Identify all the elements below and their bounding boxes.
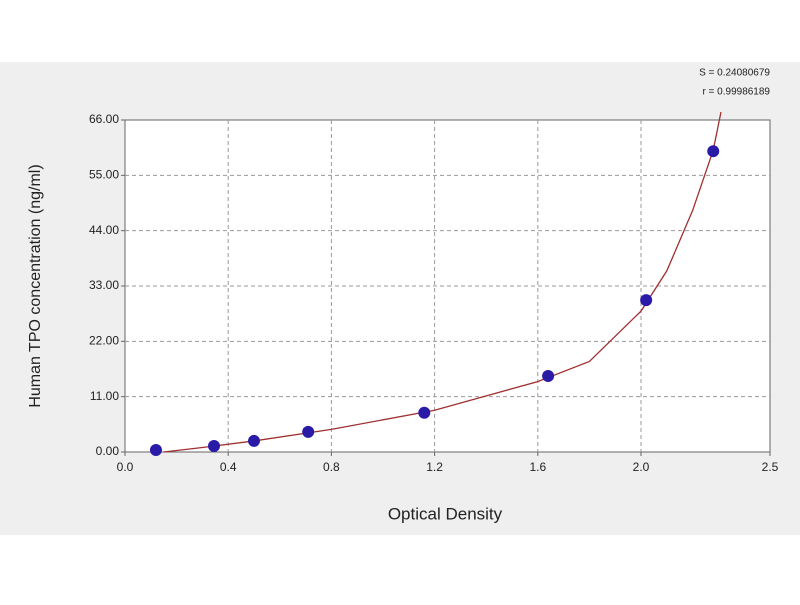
- x-tick-label: 0.0: [117, 460, 134, 474]
- x-tick-label: 2.5: [762, 460, 779, 474]
- x-tick-label: 0.4: [220, 460, 237, 474]
- x-tick-label: 1.2: [426, 460, 443, 474]
- x-axis-title: Optical Density: [388, 504, 503, 523]
- x-tick-label: 1.6: [529, 460, 546, 474]
- y-tick-label: 55.00: [89, 168, 119, 182]
- data-point: [208, 439, 221, 452]
- data-point: [542, 370, 555, 383]
- data-point: [248, 434, 260, 447]
- data-point: [302, 425, 315, 438]
- data-point: [640, 294, 653, 307]
- y-tick-label: 0.00: [96, 444, 120, 458]
- data-point: [418, 406, 431, 419]
- data-point: [149, 443, 162, 456]
- y-axis-title: Human TPO concentration (ng/ml): [27, 164, 44, 407]
- annotation: S = 0.24080679: [699, 68, 770, 79]
- y-tick-label: 44.00: [89, 223, 119, 237]
- y-tick-label: 33.00: [89, 278, 119, 292]
- fit-curve: [163, 111, 722, 453]
- y-tick-label: 11.00: [90, 389, 119, 403]
- y-tick-label: 22.00: [89, 334, 119, 348]
- x-tick-label: 2.0: [633, 460, 650, 474]
- x-tick-label: 0.8: [323, 460, 340, 474]
- y-tick-label: 66.00: [89, 112, 119, 126]
- annotation: r = 0.99986189: [702, 87, 770, 98]
- data-point: [707, 145, 720, 158]
